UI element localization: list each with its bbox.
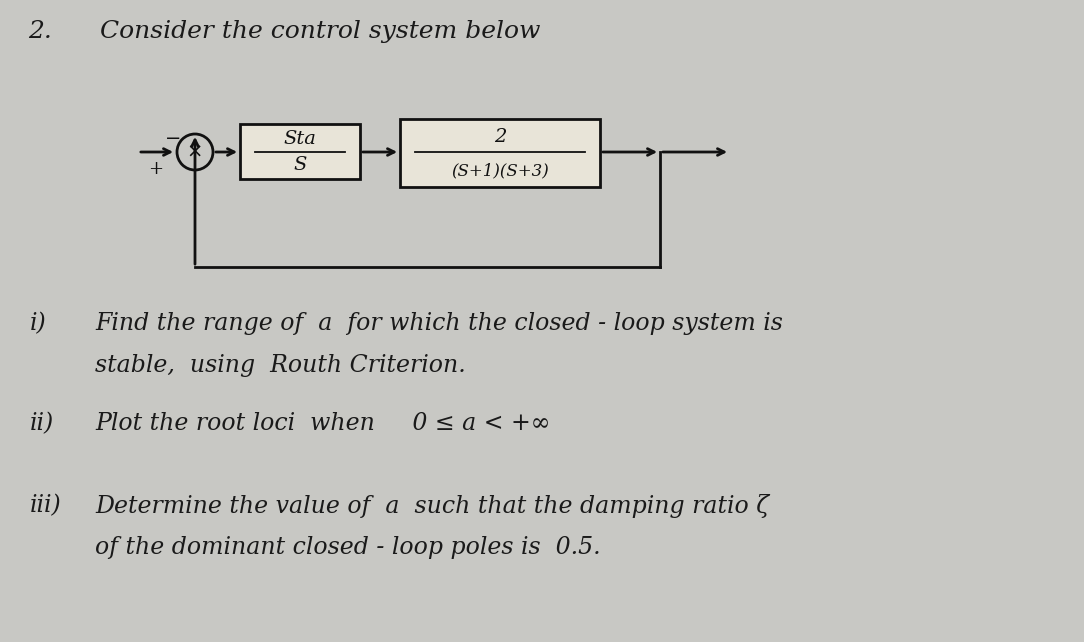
Text: i): i) <box>30 312 47 335</box>
Text: (S+1)(S+3): (S+1)(S+3) <box>451 162 549 179</box>
Text: of the dominant closed - loop poles is  0.5.: of the dominant closed - loop poles is 0… <box>95 536 601 559</box>
Text: Plot the root loci  when     0 ≤ a < +∞: Plot the root loci when 0 ≤ a < +∞ <box>95 412 551 435</box>
Bar <box>400 119 601 187</box>
Text: Determine the value of  a  such that the damping ratio ζ: Determine the value of a such that the d… <box>95 494 769 518</box>
Text: ×: × <box>186 143 203 162</box>
Bar <box>240 124 360 179</box>
Text: Sta: Sta <box>284 130 317 148</box>
Text: Consider the control system below: Consider the control system below <box>100 20 541 43</box>
Text: iii): iii) <box>30 494 62 517</box>
Text: 2: 2 <box>494 128 506 146</box>
Text: S: S <box>294 156 307 174</box>
Text: 2.: 2. <box>28 20 52 43</box>
Text: Find the range of  a  for which the closed - loop system is: Find the range of a for which the closed… <box>95 312 783 335</box>
Text: ii): ii) <box>30 412 54 435</box>
Text: −: − <box>165 130 181 148</box>
Text: +: + <box>149 160 163 178</box>
Text: stable,  using  Routh Criterion.: stable, using Routh Criterion. <box>95 354 466 377</box>
